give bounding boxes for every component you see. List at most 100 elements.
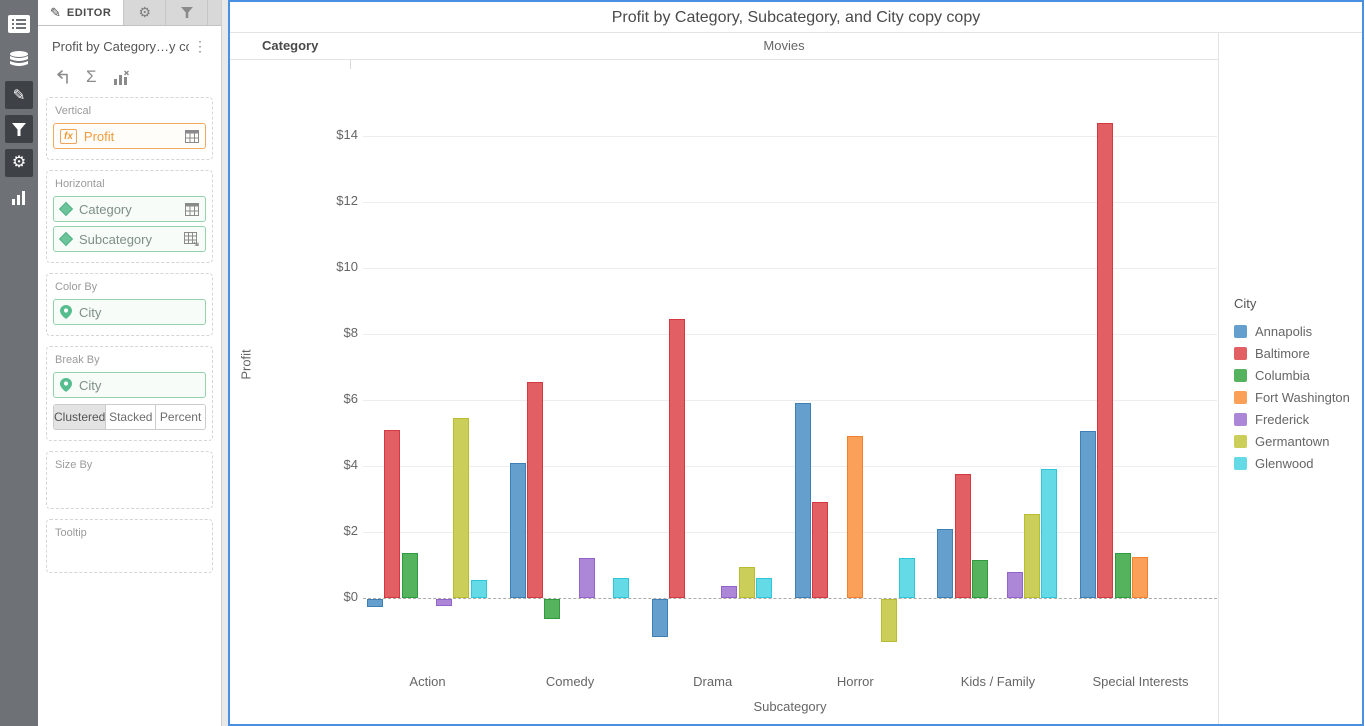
bar-glenwood-kids-family[interactable] <box>1041 469 1058 598</box>
y-tick-label: $8 <box>343 325 358 340</box>
bar-columbia-action[interactable] <box>401 553 418 598</box>
field-pill-profit[interactable]: fx Profit <box>53 123 206 149</box>
bar-fort-washington-special-interests[interactable] <box>1131 556 1148 598</box>
kebab-menu-icon[interactable]: ⋮ <box>193 38 207 54</box>
field-pill-category[interactable]: Category <box>53 196 206 222</box>
zero-gridline <box>363 598 1217 599</box>
section-label: Color By <box>55 281 98 293</box>
field-pill-city-break[interactable]: City <box>53 372 206 398</box>
mode-stacked-button[interactable]: Stacked <box>106 405 157 429</box>
bar-glenwood-action[interactable] <box>470 579 487 598</box>
widget-list-icon[interactable] <box>0 6 38 42</box>
tab-editor[interactable]: ✎ EDITOR <box>38 0 125 25</box>
filters-button[interactable] <box>0 112 38 146</box>
y-tick-label: $4 <box>343 457 358 472</box>
table-drill-icon[interactable] <box>184 232 199 246</box>
legend-item-germantown[interactable]: Germantown <box>1234 430 1358 452</box>
pencil-icon: ✎ <box>12 87 26 104</box>
bar-frederick-action[interactable] <box>436 599 453 606</box>
bar-chart-icon <box>12 191 25 205</box>
bar-frederick-kids-family[interactable] <box>1006 571 1023 598</box>
field-pill-city-color[interactable]: City <box>53 299 206 325</box>
tab-filters[interactable] <box>166 0 209 25</box>
legend-label: Glenwood <box>1255 455 1314 471</box>
legend-item-frederick[interactable]: Frederick <box>1234 408 1358 430</box>
gridline <box>363 466 1217 467</box>
bar-fort-washington-horror[interactable] <box>846 436 863 598</box>
bar-annapolis-action[interactable] <box>366 599 383 608</box>
bar-frederick-comedy[interactable] <box>578 558 595 598</box>
bar-germantown-horror[interactable] <box>881 599 898 642</box>
gridline <box>363 202 1217 203</box>
bar-baltimore-action[interactable] <box>384 429 401 598</box>
y-tick-label: $14 <box>336 127 358 142</box>
section-label: Vertical <box>55 105 92 117</box>
gridline <box>363 400 1217 401</box>
tab-settings[interactable]: ⚙ <box>124 0 167 25</box>
table-icon[interactable] <box>185 202 199 216</box>
widget-title-row: Profit by Category…y copy ⋮ <box>38 26 221 59</box>
tab-editor-label: EDITOR <box>66 6 112 19</box>
bar-baltimore-special-interests[interactable] <box>1097 122 1114 598</box>
bar-germantown-drama[interactable] <box>738 566 755 598</box>
table-icon[interactable] <box>185 129 199 143</box>
bar-annapolis-horror[interactable] <box>794 403 811 598</box>
database-icon <box>10 51 28 66</box>
swap-axes-icon[interactable] <box>54 69 70 85</box>
settings-button[interactable]: ⚙ <box>0 146 38 180</box>
field-label: Category <box>79 201 132 217</box>
bar-frederick-drama[interactable] <box>721 586 738 598</box>
legend-item-fort-washington[interactable]: Fort Washington <box>1234 386 1358 408</box>
bar-columbia-special-interests[interactable] <box>1114 553 1131 598</box>
bar-columbia-comedy[interactable] <box>544 599 561 619</box>
bar-glenwood-comedy[interactable] <box>613 578 630 598</box>
legend-item-columbia[interactable]: Columbia <box>1234 364 1358 386</box>
bar-glenwood-horror[interactable] <box>898 558 915 598</box>
trellis-header: Category Movies <box>230 33 1218 60</box>
bar-annapolis-drama[interactable] <box>652 599 669 637</box>
bar-germantown-kids-family[interactable] <box>1023 513 1040 598</box>
legend-items: Annapolis Baltimore Columbia Fort Washingto… <box>1234 320 1358 474</box>
bar-baltimore-kids-family[interactable] <box>954 474 971 598</box>
location-pin-icon <box>60 378 72 392</box>
field-pill-subcategory[interactable]: Subcategory <box>53 226 206 252</box>
section-label: Horizontal <box>55 178 105 190</box>
legend-label: Baltimore <box>1255 345 1310 361</box>
data-sources-icon[interactable] <box>0 42 38 78</box>
x-tick-label: Action <box>409 674 446 689</box>
trellis-header-category: Category <box>262 38 319 53</box>
chart-style-button[interactable] <box>0 180 38 216</box>
mode-clustered-button[interactable]: Clustered <box>54 405 107 429</box>
location-pin-icon <box>60 305 72 319</box>
field-label: Profit <box>83 128 115 144</box>
remove-chart-icon[interactable] <box>113 70 130 85</box>
x-tick-label: Kids / Family <box>960 674 1036 689</box>
bar-columbia-kids-family[interactable] <box>971 560 988 598</box>
bar-glenwood-drama[interactable] <box>755 578 772 598</box>
legend-item-glenwood[interactable]: Glenwood <box>1234 452 1358 474</box>
section-tooltip[interactable]: Tooltip <box>46 519 213 573</box>
legend-separator <box>1218 33 1219 724</box>
section-label: Size By <box>55 459 93 471</box>
legend-swatch <box>1234 456 1247 470</box>
bar-annapolis-comedy[interactable] <box>509 462 526 598</box>
pencil-icon: ✎ <box>50 4 61 20</box>
gridline <box>363 136 1217 137</box>
legend-item-baltimore[interactable]: Baltimore <box>1234 342 1358 364</box>
gridline <box>363 334 1217 335</box>
chart-widget[interactable]: Profit by Category, Subcategory, and Cit… <box>228 0 1364 726</box>
bar-germantown-action[interactable] <box>453 418 470 598</box>
edit-mode-button[interactable]: ✎ <box>0 78 38 112</box>
bar-annapolis-special-interests[interactable] <box>1079 431 1096 598</box>
y-tick-label: $0 <box>343 589 358 604</box>
bar-baltimore-comedy[interactable] <box>526 381 543 598</box>
sigma-icon[interactable]: Σ <box>86 67 97 86</box>
section-break-by: Break By City Clustered Stacked Percent <box>46 346 213 441</box>
bar-annapolis-kids-family[interactable] <box>937 528 954 598</box>
mode-percent-button[interactable]: Percent <box>156 405 205 429</box>
y-tick-label: $12 <box>336 193 358 208</box>
bar-baltimore-horror[interactable] <box>812 502 829 598</box>
bar-baltimore-drama[interactable] <box>669 319 686 598</box>
legend-item-annapolis[interactable]: Annapolis <box>1234 320 1358 342</box>
section-size-by[interactable]: Size By <box>46 451 213 509</box>
